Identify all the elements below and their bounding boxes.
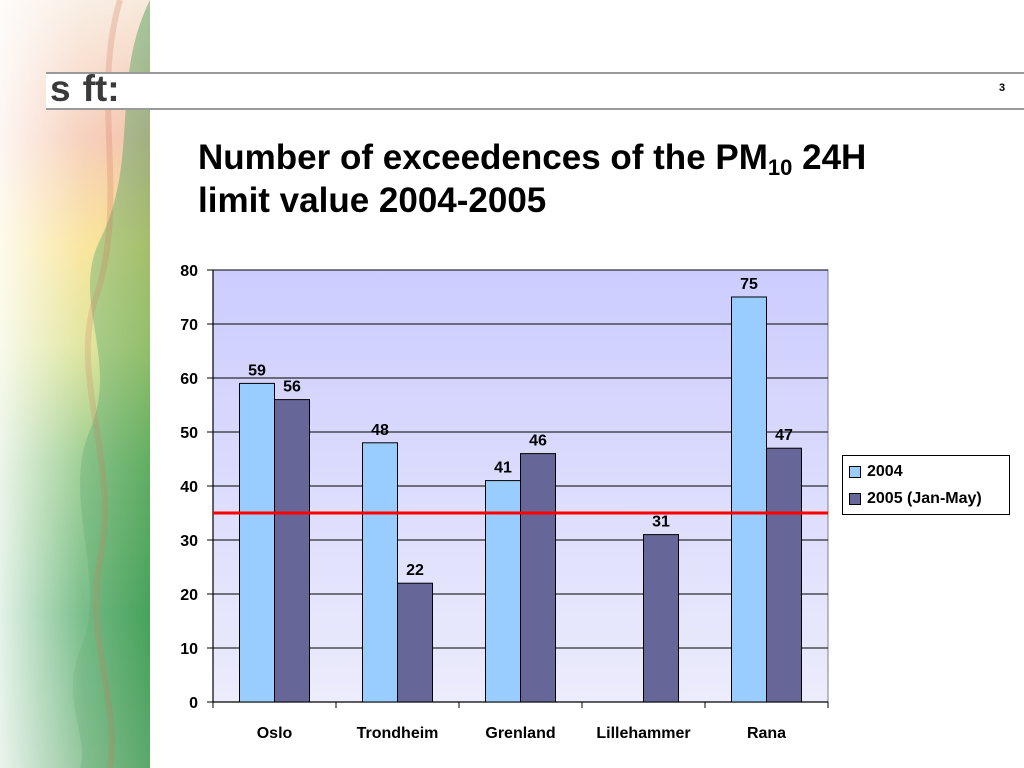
x-tick-label: Grenland [485, 725, 555, 742]
data-label: 22 [406, 562, 424, 579]
y-tick-label: 30 [180, 533, 198, 550]
x-tick-label: Trondheim [357, 725, 439, 742]
data-label: 48 [371, 422, 389, 439]
x-tick-label: Lillehammer [596, 725, 690, 742]
x-tick-label: Rana [747, 725, 786, 742]
bar [362, 442, 398, 703]
data-label: 59 [248, 362, 266, 379]
logo-part-s: s [50, 68, 71, 109]
y-tick-label: 50 [180, 425, 198, 442]
page-number: 3 [999, 82, 1006, 94]
bar [485, 480, 521, 703]
bar [274, 399, 310, 703]
legend-label-2004: 2004 [867, 463, 903, 480]
data-label: 47 [775, 427, 793, 444]
y-tick-label: 20 [180, 587, 198, 604]
title-line2: limit value 2004-2005 [198, 181, 547, 220]
legend-swatch-2005 [849, 493, 861, 505]
data-label: 56 [283, 379, 301, 396]
legend-label-2005: 2005 (Jan-May) [867, 490, 982, 507]
header-band: s ft: 3 [46, 70, 1024, 110]
slide-title: Number of exceedences of the PM10 24H li… [198, 136, 998, 222]
x-tick-label: Oslo [257, 725, 293, 742]
data-label: 75 [740, 276, 758, 293]
title-prefix: Number of exceedences of the PM [198, 138, 768, 177]
data-label: 31 [652, 514, 670, 531]
data-label: 46 [529, 433, 547, 450]
y-tick-label: 70 [180, 317, 198, 334]
bar [766, 447, 802, 703]
decorative-side-art [0, 0, 150, 768]
legend-item-2005: 2005 (Jan-May) [849, 489, 982, 509]
logo-part-ft: ft: [82, 68, 120, 109]
bar [643, 534, 679, 703]
bar [731, 296, 767, 703]
y-tick-label: 10 [180, 641, 198, 658]
bar [520, 453, 556, 703]
bar [239, 382, 275, 703]
title-suffix: 24H [792, 138, 867, 177]
bar [397, 582, 433, 703]
y-tick-label: 40 [180, 479, 198, 496]
legend-item-2004: 2004 [849, 462, 903, 482]
y-tick-label: 60 [180, 371, 198, 388]
sft-logo: s ft: [50, 70, 120, 107]
legend-swatch-2004 [849, 466, 861, 478]
title-subscript: 10 [767, 155, 793, 180]
data-label: 41 [494, 460, 512, 477]
y-tick-label: 80 [180, 263, 198, 280]
chart-legend: 2004 2005 (Jan-May) [842, 455, 1010, 515]
y-tick-label: 0 [189, 695, 198, 712]
